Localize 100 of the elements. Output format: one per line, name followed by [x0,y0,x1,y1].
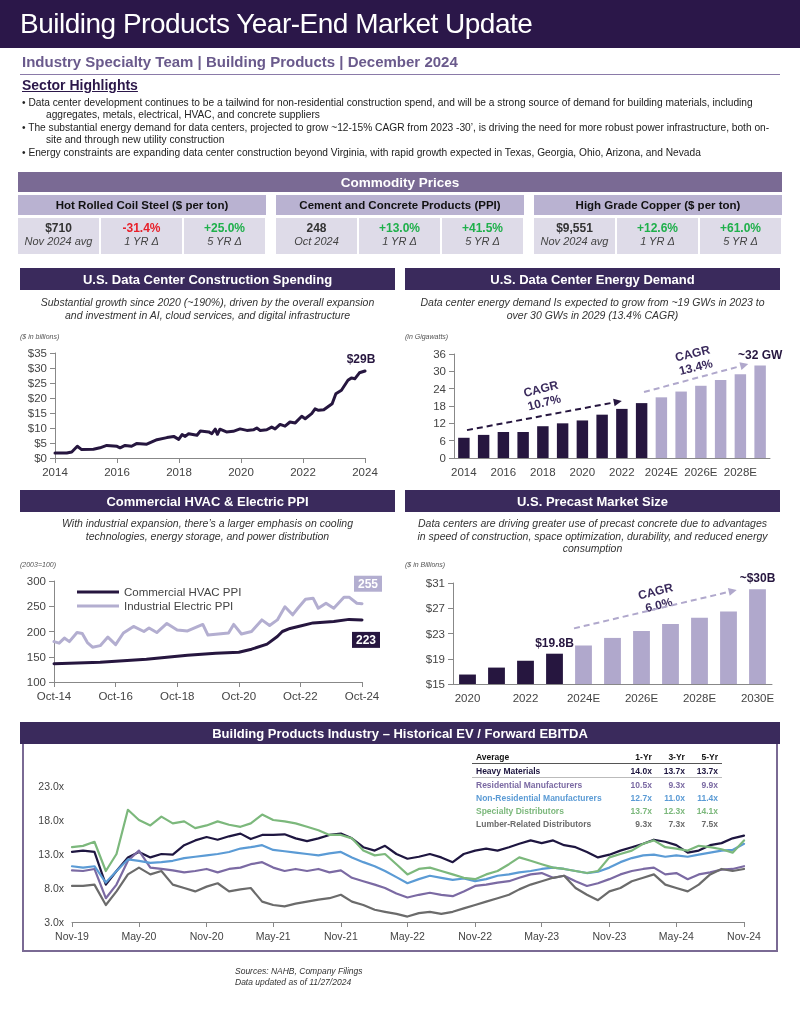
x-tick-label: 2028E [682,692,717,704]
x-tick-label: 2014 [42,466,69,478]
x-tick-label: 2020 [228,466,254,478]
annotation: 14.1x [695,804,719,817]
bar [596,414,608,458]
chart-title: Building Products Industry – Historical EV / Forward EBITDA [20,722,780,744]
x-tick-label: 2018 [166,466,192,478]
y-tick-label: 12 [433,417,446,430]
x-tick-label: Oct-16 [98,690,133,702]
annotation: 255 [357,576,379,591]
chart-subtitle: Substantial growth since 2020 (~190%), driven by the overall expansion and investment in AI, cloud services, and digital infrastructure [39,296,376,321]
text: Residential Manufacturers [475,778,584,791]
bar [477,434,490,458]
x-tick-label: 2018 [530,466,556,478]
y-tick-label: 300 [26,575,46,587]
text: Non-Residential Manufacturers [475,791,603,804]
y-tick-label: 3.0x [44,916,65,928]
x-tick-label: 2024E [644,466,679,478]
text: 1-Yr [634,750,653,764]
text: 5 YR Δ [206,235,243,247]
x-tick-label: Oct-14 [36,690,72,702]
chart-subtitle: Data centers are driving greater use of precast concrete due to advantages in speed of construction, space optimization, durability, and reduced energy consumption [416,517,769,555]
annotation: 9.3x [667,778,686,791]
text: 1 YR Δ [123,235,160,247]
data-label: ~$30B [739,571,776,586]
y-tick-label: 150 [26,650,46,663]
y-tick-label: 36 [433,348,446,360]
y-tick-label: 8.0x [44,882,65,894]
y-tick-label: 0 [439,452,446,464]
text: Nov 2024 avg [539,235,610,247]
x-tick-label: Nov-19 [55,929,90,942]
x-tick-label: 2020 [569,466,596,478]
text: +13.0% [377,221,421,235]
text: Cement and Concrete Products (PPI) [276,195,524,215]
x-tick-label: 2020 [454,692,481,704]
x-tick-label: Oct-20 [221,690,257,702]
text: +41.5% [460,221,504,235]
x-tick-label: 2022 [512,692,539,704]
text: 1 YR Δ [381,235,418,247]
text: +12.6% [635,221,679,235]
text: 1 YR Δ [639,235,676,247]
y-tick-label: $31 [425,577,445,589]
annotation: 7.5x [700,817,719,830]
y-tick-label: 200 [26,625,46,638]
line-series [70,808,746,881]
x-tick-label: 2022 [609,466,635,478]
text: $710 [44,221,73,235]
annotation: 9.3x [634,817,653,830]
legend-label: Commercial HVAC PPI [124,586,242,598]
line-series [53,369,367,455]
x-tick-label: 2026E [684,466,718,478]
text: Nov 2024 avg [23,235,94,247]
text: 248 [305,221,328,235]
text: Hot Rolled Coil Steel ($ per ton) [18,195,266,215]
y-tick-label: 100 [26,676,46,688]
annotation: 11.4x [696,791,719,804]
chart-title: U.S. Precast Market Size [405,490,780,512]
text: Lumber-Related Distributors [475,817,593,830]
annotation: $29B [346,352,376,366]
annotation: 12.7x [629,791,653,804]
x-tick-label: 2022 [290,466,316,478]
y-tick-label: 24 [433,382,447,395]
text: 5 YR Δ [464,235,501,247]
x-tick-label: 2030E [740,692,775,704]
text: +25.0% [202,221,246,235]
text: +61.0% [718,221,762,235]
y-tick-label: $27 [425,602,445,615]
text: • Data center development continues to be a tailwind for non-residential construction spend, and will be a strong source of demand for building materials, including aggregates, metals, electrical, HVAC, and concrete suppliers [22,97,754,122]
line-series [70,849,746,900]
y-tick-label: 18 [433,400,446,412]
annotation: 12.3x [662,804,686,817]
text: High Grade Copper ($ per ton) [534,195,782,215]
annotation: 9.9x [700,778,719,791]
chart-subtitle: With industrial expansion, there’s a larger emphasis on cooling technologies, energy storage, and power distribution [61,517,354,542]
bar [734,374,747,458]
x-tick-label: Oct-18 [159,690,195,702]
x-tick-label: 2028E [723,466,758,478]
annotation: 223 [355,632,377,647]
text: $9,551 [555,221,594,235]
text: 3-Yr [667,750,686,764]
bar [556,423,569,458]
data-label: ~32 GW [737,347,783,362]
bar [714,380,727,458]
annotation: CAGR 6.0% [636,580,675,616]
x-tick-label: May-21 [255,929,291,942]
line-series [70,832,746,886]
y-tick-label: 6 [439,434,446,447]
bar [675,391,687,458]
x-tick-label: May-23 [524,929,560,942]
text: Oct 2024 [293,235,340,247]
annotation: 11.0x [663,791,686,804]
y-tick-label: 250 [26,600,46,613]
bar [576,420,589,458]
y-tick-label: $0 [34,452,47,464]
text: Commodity Prices [18,172,782,192]
x-tick-label: Oct-24 [344,690,380,702]
x-tick-label: 2014 [451,466,478,478]
bar [695,385,707,458]
y-tick-label: $23 [425,627,445,640]
chart-title: U.S. Data Center Construction Spending [20,268,395,290]
